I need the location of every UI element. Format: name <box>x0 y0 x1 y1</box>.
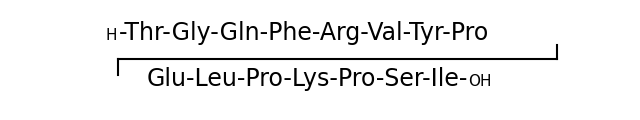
Text: OH: OH <box>468 75 492 90</box>
Text: Glu-Leu-Pro-Lys-Pro-Ser-Ile-: Glu-Leu-Pro-Lys-Pro-Ser-Ile- <box>147 67 468 91</box>
Text: -Thr-Gly-Gln-Phe-Arg-Val-Tyr-Pro: -Thr-Gly-Gln-Phe-Arg-Val-Tyr-Pro <box>118 21 489 45</box>
Text: H: H <box>106 28 117 43</box>
